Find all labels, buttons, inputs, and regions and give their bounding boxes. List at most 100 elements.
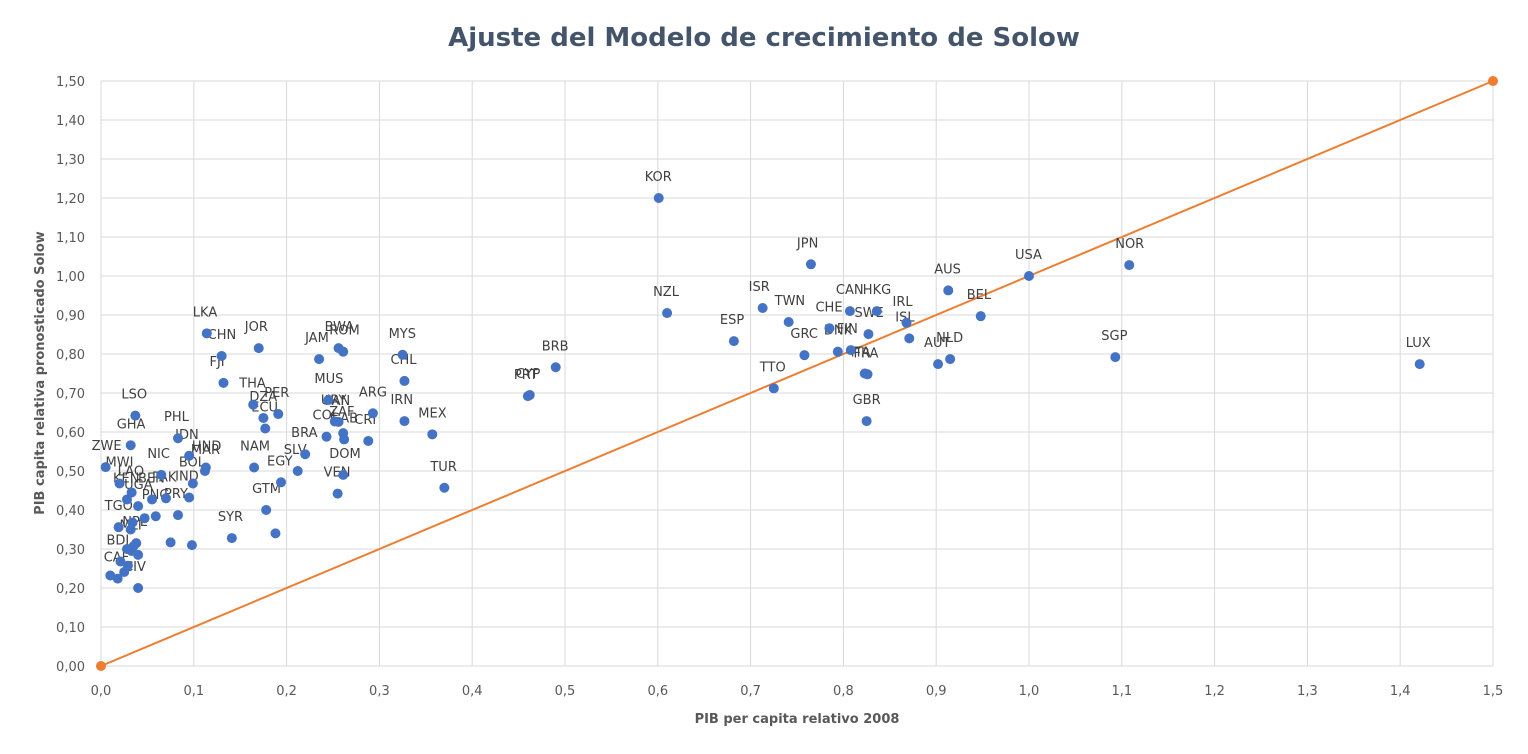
data-point-col xyxy=(321,431,332,442)
data-point-rom xyxy=(338,346,349,357)
reference-line xyxy=(96,76,1498,671)
y-tick-label: 0,60 xyxy=(56,426,85,441)
data-point-fra xyxy=(862,369,873,380)
data-label-rom: ROM xyxy=(329,324,359,339)
data-label-lka: LKA xyxy=(193,305,218,320)
data-point-cmr xyxy=(139,513,150,524)
data-point-syr xyxy=(226,533,237,544)
data-point-gha xyxy=(125,440,136,451)
data-label-tha: THA xyxy=(238,377,266,392)
data-point-swe xyxy=(863,329,874,340)
y-tick-label: 1,40 xyxy=(56,114,85,129)
data-point-jam xyxy=(314,354,325,365)
data-label-lao: LAO xyxy=(118,464,144,479)
data-point-rwa xyxy=(133,549,144,560)
data-point-mys xyxy=(397,349,408,360)
x-tick-label: 0,9 xyxy=(926,684,947,699)
data-point-nor xyxy=(1124,260,1135,271)
data-label-bel: BEL xyxy=(967,288,992,303)
data-point-isl xyxy=(904,333,915,344)
y-tick-label: 0,90 xyxy=(56,309,85,324)
x-tick-label: 0,0 xyxy=(91,684,112,699)
data-point-ury xyxy=(329,416,340,427)
data-label-lux: LUX xyxy=(1406,336,1431,351)
data-point-ecu xyxy=(260,423,271,434)
data-point-aus xyxy=(943,285,954,296)
data-point-egy xyxy=(276,477,287,488)
data-point-arg xyxy=(367,408,378,419)
data-label-grc: GRC xyxy=(790,327,818,342)
data-label-sgp: SGP xyxy=(1101,329,1127,344)
data-point-tgo xyxy=(113,522,124,533)
data-label-jam: JAM xyxy=(304,331,329,346)
data-point-aut xyxy=(933,359,944,370)
data-point-fin xyxy=(845,345,856,356)
data-label-fin: FIN xyxy=(837,322,858,337)
data-point-usa xyxy=(1024,271,1034,281)
data-points xyxy=(100,193,1425,593)
x-tick-label: 0,2 xyxy=(276,684,297,699)
data-point-bdi xyxy=(115,556,126,567)
data-point-per xyxy=(273,409,284,420)
data-label-che: CHE xyxy=(815,300,842,315)
data-label-fra: FRA xyxy=(854,346,879,361)
y-tick-label: 0,80 xyxy=(56,348,85,363)
data-point-can xyxy=(844,306,855,317)
reference-line-marker xyxy=(96,661,106,671)
data-label-twn: TWN xyxy=(774,294,806,309)
data-label-mex: MEX xyxy=(418,406,446,421)
data-label-nzl: NZL xyxy=(653,285,680,300)
data-point-cri xyxy=(363,435,374,446)
grid-lines xyxy=(100,80,1494,667)
data-label-mwi: MWI xyxy=(106,455,134,470)
data-point-chn xyxy=(216,350,227,361)
data-point-sgp xyxy=(1110,352,1121,363)
y-axis-title: PIB capita relativa pronosticado Solow xyxy=(33,231,48,515)
x-tick-label: 1,2 xyxy=(1204,684,1225,699)
data-label-syr: SYR xyxy=(218,510,243,525)
data-point-twn xyxy=(783,317,794,328)
data-label-tur: TUR xyxy=(429,460,457,475)
data-point-mex xyxy=(427,429,438,440)
data-label-bdi: BDI xyxy=(106,533,129,548)
data-label-egy: EGY xyxy=(267,454,293,469)
data-label-nam: NAM xyxy=(240,439,270,454)
data-label-irl: IRL xyxy=(893,295,914,310)
data-point-ind xyxy=(184,492,195,503)
data-point-dnk xyxy=(832,346,843,357)
chart-title: Ajuste del Modelo de crecimiento de Solo… xyxy=(448,23,1080,53)
data-label-lso: LSO xyxy=(121,388,147,403)
data-label-cyp: CYP xyxy=(516,367,541,382)
y-tick-label: 0,40 xyxy=(56,504,85,519)
data-label-gha: GHA xyxy=(117,417,146,432)
data-label-bwa: BWA xyxy=(325,320,355,335)
data-label-aut: AUT xyxy=(924,336,950,351)
data-point-bol xyxy=(187,478,198,489)
data-label-mus: MUS xyxy=(314,372,343,387)
data-point-uga xyxy=(133,501,144,512)
data-point-nld xyxy=(945,354,956,365)
data-point-hti xyxy=(165,537,176,548)
data-point-pak xyxy=(160,493,171,504)
x-tick-label: 1,0 xyxy=(1019,684,1040,699)
data-label-isr: ISR xyxy=(749,280,770,295)
data-label-bra: BRA xyxy=(291,426,317,441)
data-label-arg: ARG xyxy=(359,385,387,400)
data-point-irn xyxy=(399,416,410,427)
data-label-per: PER xyxy=(264,386,289,401)
y-tick-label: 1,00 xyxy=(56,270,85,285)
data-point-nic xyxy=(156,469,167,480)
y-tick-label: 1,20 xyxy=(56,192,85,207)
data-label-zwe: ZWE xyxy=(92,439,122,454)
x-tick-label: 0,4 xyxy=(462,684,483,699)
x-tick-label: 0,6 xyxy=(647,684,668,699)
x-tick-label: 1,1 xyxy=(1111,684,1132,699)
data-point-jor xyxy=(253,343,264,354)
data-label-chl: CHL xyxy=(390,353,417,368)
data-label-mar: MAR xyxy=(191,443,220,458)
y-tick-label: 1,30 xyxy=(56,153,85,168)
data-label-mys: MYS xyxy=(389,327,416,342)
data-point-kor xyxy=(653,193,664,203)
